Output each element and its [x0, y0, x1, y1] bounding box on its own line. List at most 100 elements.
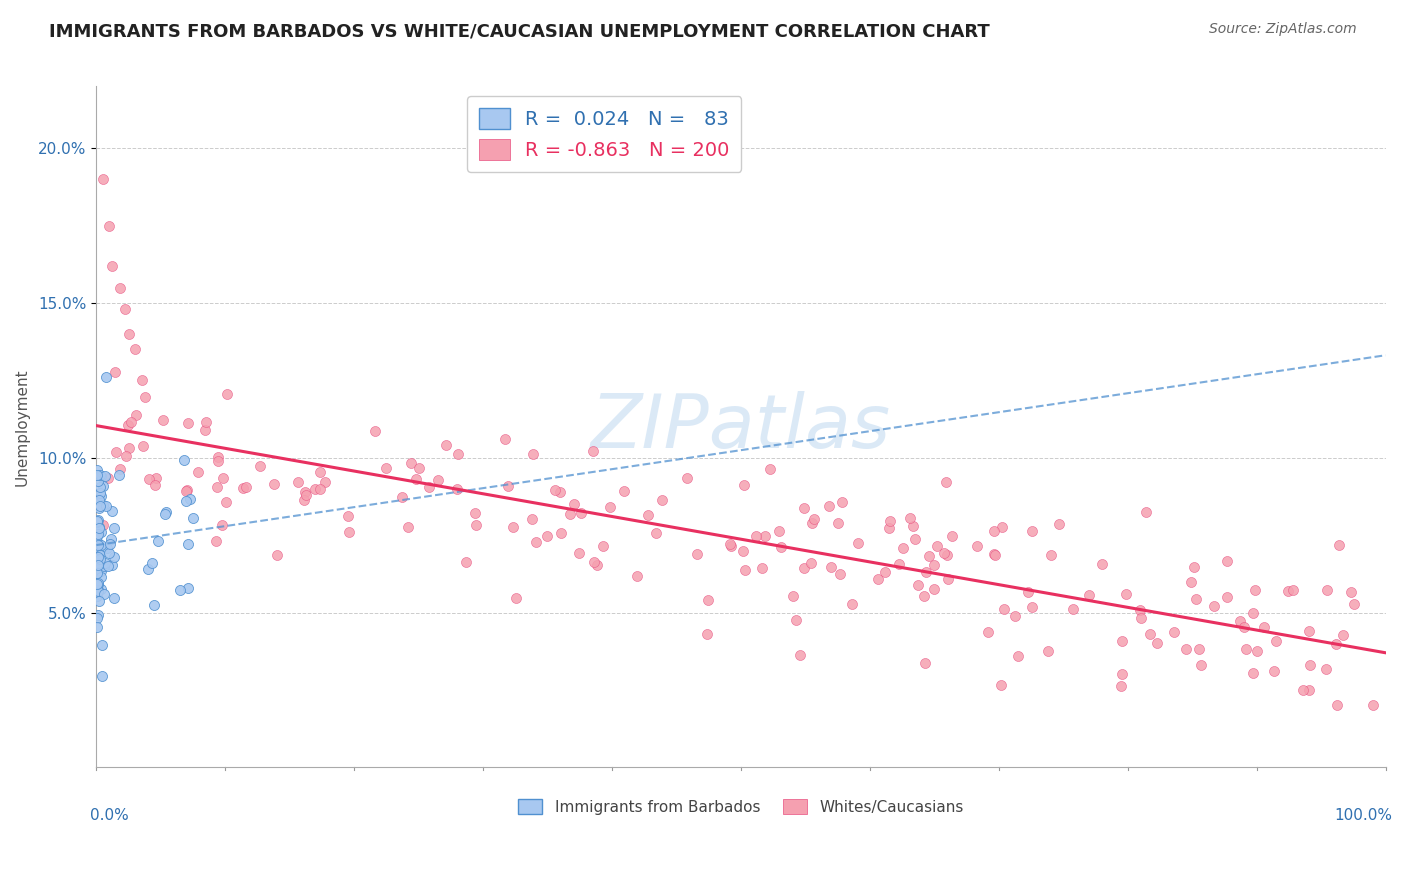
- Point: [914, 656, 936, 670]
- Point: [235, 480, 257, 494]
- Point: [87, 576, 110, 591]
- Point: [637, 508, 659, 522]
- Point: [751, 561, 773, 575]
- Text: 0.0%: 0.0%: [90, 808, 129, 823]
- Point: [1129, 611, 1152, 625]
- Point: [644, 526, 666, 541]
- Point: [103, 550, 125, 565]
- Point: [1047, 516, 1070, 531]
- Point: [86, 467, 108, 482]
- Point: [148, 533, 170, 548]
- Point: [1189, 658, 1212, 673]
- Point: [522, 447, 544, 461]
- Point: [86, 611, 108, 625]
- Point: [396, 519, 419, 533]
- Point: [363, 424, 385, 438]
- Point: [89, 499, 111, 513]
- Point: [1243, 582, 1265, 597]
- Point: [827, 516, 849, 530]
- Point: [744, 529, 766, 543]
- Point: [1040, 548, 1063, 562]
- Point: [174, 484, 197, 499]
- Point: [232, 481, 254, 495]
- Point: [800, 556, 823, 570]
- Point: [86, 557, 108, 571]
- Point: [187, 465, 209, 479]
- Point: [1292, 682, 1315, 697]
- Point: [90, 582, 112, 596]
- Point: [100, 504, 122, 518]
- Point: [105, 444, 128, 458]
- Point: [613, 483, 636, 498]
- Point: [1264, 634, 1286, 648]
- Point: [145, 471, 167, 485]
- Point: [1315, 662, 1337, 676]
- Point: [89, 520, 111, 534]
- Point: [98, 219, 121, 233]
- Point: [1007, 648, 1029, 663]
- Point: [984, 549, 1007, 563]
- Point: [399, 456, 422, 470]
- Point: [1234, 642, 1257, 657]
- Point: [983, 547, 1005, 561]
- Point: [568, 546, 591, 560]
- Point: [754, 529, 776, 543]
- Point: [1282, 583, 1305, 598]
- Point: [87, 536, 110, 550]
- Point: [215, 495, 238, 509]
- Point: [991, 520, 1014, 534]
- Point: [103, 591, 125, 605]
- Point: [585, 558, 607, 573]
- Point: [90, 570, 112, 584]
- Point: [1233, 620, 1256, 634]
- Point: [447, 447, 470, 461]
- Point: [108, 462, 131, 476]
- Point: [304, 482, 326, 496]
- Point: [464, 506, 486, 520]
- Point: [86, 557, 108, 571]
- Point: [91, 498, 114, 512]
- Point: [758, 462, 780, 476]
- Point: [97, 546, 120, 560]
- Point: [977, 625, 1000, 640]
- Point: [153, 507, 176, 521]
- Point: [1327, 538, 1350, 552]
- Point: [89, 467, 111, 482]
- Point: [785, 613, 807, 627]
- Point: [427, 473, 450, 487]
- Point: [89, 492, 111, 507]
- Point: [108, 280, 131, 294]
- Point: [550, 525, 572, 540]
- Point: [90, 489, 112, 503]
- Point: [1021, 600, 1043, 615]
- Point: [907, 578, 929, 592]
- Point: [793, 501, 815, 516]
- Point: [770, 540, 793, 554]
- Point: [922, 582, 945, 596]
- Point: [308, 465, 330, 479]
- Point: [1185, 591, 1208, 606]
- Point: [96, 541, 118, 556]
- Point: [873, 565, 896, 579]
- Point: [434, 438, 457, 452]
- Point: [295, 488, 318, 502]
- Point: [901, 519, 924, 533]
- Point: [841, 597, 863, 611]
- Point: [868, 572, 890, 586]
- Point: [118, 442, 141, 456]
- Point: [924, 558, 946, 573]
- Point: [696, 593, 718, 607]
- Point: [308, 482, 330, 496]
- Point: [89, 480, 111, 494]
- Point: [143, 598, 166, 612]
- Point: [1326, 698, 1348, 713]
- Point: [89, 538, 111, 552]
- Point: [1111, 666, 1133, 681]
- Point: [465, 518, 488, 533]
- Point: [935, 475, 957, 490]
- Point: [1253, 620, 1275, 634]
- Point: [86, 566, 108, 580]
- Point: [86, 620, 108, 634]
- Point: [94, 469, 117, 483]
- Point: [374, 460, 396, 475]
